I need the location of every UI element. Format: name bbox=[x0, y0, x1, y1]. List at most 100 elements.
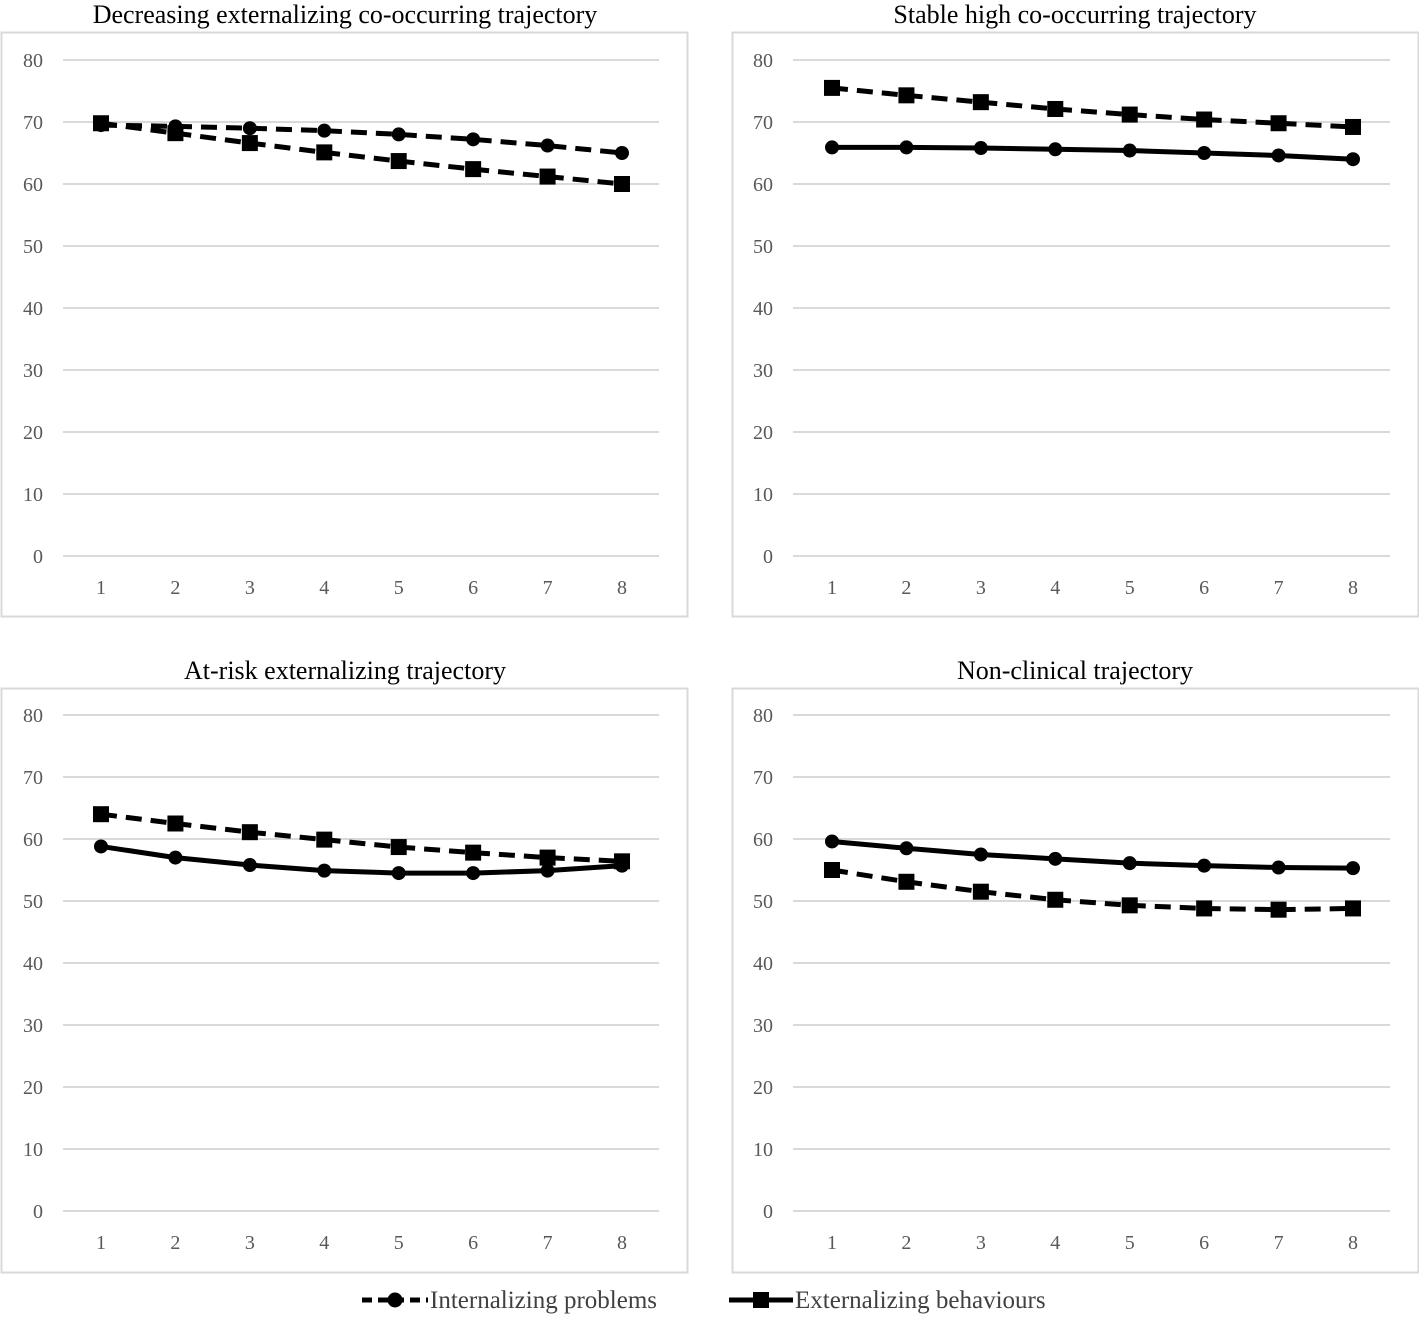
data-point-circle bbox=[540, 863, 555, 878]
y-tick-label: 50 bbox=[23, 236, 43, 258]
series-line bbox=[831, 85, 1354, 130]
chart-frame bbox=[731, 31, 1419, 618]
data-point-square bbox=[93, 115, 109, 132]
x-tick-label: 8 bbox=[1348, 577, 1358, 599]
y-tick-label: 0 bbox=[763, 1201, 773, 1223]
legend-internalizing: Internalizing problems bbox=[362, 1287, 657, 1314]
series-line bbox=[100, 122, 623, 156]
chart-title: Stable high co-occurring trajectory bbox=[893, 0, 1256, 29]
data-point-square bbox=[972, 94, 989, 111]
x-tick-label: 4 bbox=[1050, 577, 1060, 599]
x-tick-label: 2 bbox=[170, 577, 180, 599]
y-tick-label: 60 bbox=[753, 174, 773, 196]
y-tick-label: 30 bbox=[23, 360, 43, 382]
x-tick-label: 7 bbox=[1274, 577, 1284, 599]
y-tick-label: 60 bbox=[23, 174, 43, 196]
series-externalizing bbox=[93, 115, 630, 192]
y-tick-label: 50 bbox=[753, 891, 773, 913]
data-point-square bbox=[539, 168, 556, 185]
data-point-square bbox=[824, 79, 840, 96]
chart-panel-3: At-risk externalizing trajectory 0 10 20 30 4… bbox=[0, 656, 689, 1274]
legend-internalizing-label: Internalizing problems bbox=[430, 1287, 657, 1314]
y-tick-label: 40 bbox=[23, 953, 43, 975]
y-tick-label: 80 bbox=[23, 50, 43, 72]
x-tick-label: 6 bbox=[1199, 577, 1209, 599]
data-point-square bbox=[539, 849, 556, 866]
series-line bbox=[831, 867, 1354, 913]
x-tick-label: 2 bbox=[901, 577, 911, 599]
data-point-square bbox=[465, 844, 482, 861]
data-point-circle bbox=[1346, 152, 1360, 167]
y-tick-label: 20 bbox=[753, 422, 773, 444]
series-externalizing bbox=[824, 862, 1361, 918]
data-point-square bbox=[316, 144, 333, 161]
chart-title: At-risk externalizing trajectory bbox=[184, 656, 506, 685]
series-line bbox=[100, 843, 623, 876]
series-line bbox=[100, 811, 623, 864]
y-tick-label: 80 bbox=[23, 705, 43, 727]
y-tick-label: 10 bbox=[753, 484, 773, 506]
x-tick-label: 5 bbox=[394, 577, 404, 599]
legend: Internalizing problems Externalizing beh… bbox=[362, 1287, 1046, 1314]
data-point-square bbox=[1047, 891, 1064, 908]
data-point-square bbox=[465, 161, 482, 178]
chart-panel-1: Decreasing externalizing co-occurring tr… bbox=[0, 0, 689, 618]
data-point-circle bbox=[1122, 856, 1137, 871]
data-point-circle bbox=[1271, 148, 1286, 163]
data-point-square bbox=[614, 176, 630, 192]
data-point-square bbox=[1196, 900, 1213, 917]
y-tick-label: 0 bbox=[763, 546, 773, 568]
data-point-circle bbox=[242, 121, 257, 136]
data-point-square bbox=[390, 839, 407, 856]
y-tick-label: 40 bbox=[753, 953, 773, 975]
y-tick-label: 50 bbox=[23, 891, 43, 913]
data-point-circle bbox=[466, 132, 481, 147]
x-tick-label: 7 bbox=[1274, 1232, 1284, 1254]
x-tick-label: 5 bbox=[1125, 577, 1135, 599]
data-point-square bbox=[241, 824, 258, 841]
x-tick-label: 3 bbox=[245, 577, 255, 599]
series-internalizing bbox=[825, 140, 1360, 167]
x-tick-label: 6 bbox=[1199, 1232, 1209, 1254]
data-point-circle bbox=[391, 866, 406, 881]
data-point-square bbox=[614, 853, 630, 870]
data-point-circle bbox=[94, 839, 108, 854]
y-tick-label: 10 bbox=[23, 484, 43, 506]
y-tick-label: 80 bbox=[753, 705, 773, 727]
data-point-square bbox=[1047, 100, 1064, 117]
x-tick-label: 6 bbox=[468, 577, 478, 599]
y-tick-label: 0 bbox=[33, 1201, 43, 1223]
data-point-square bbox=[1345, 900, 1361, 917]
x-tick-label: 4 bbox=[319, 1232, 329, 1254]
x-tick-label: 4 bbox=[1050, 1232, 1060, 1254]
chart-title: Non-clinical trajectory bbox=[957, 656, 1193, 685]
y-tick-label: 60 bbox=[23, 829, 43, 851]
series-line bbox=[831, 838, 1354, 871]
chart-frame bbox=[0, 31, 689, 618]
x-tick-label: 3 bbox=[976, 577, 986, 599]
legend-internalizing-marker bbox=[387, 1292, 403, 1308]
data-point-circle bbox=[899, 140, 914, 155]
x-tick-label: 1 bbox=[96, 577, 106, 599]
x-tick-label: 2 bbox=[170, 1232, 180, 1254]
x-tick-label: 1 bbox=[96, 1232, 106, 1254]
data-point-square bbox=[1270, 901, 1287, 918]
legend-externalizing: Externalizing behaviours bbox=[729, 1287, 1046, 1314]
series-internalizing bbox=[825, 834, 1360, 876]
data-point-circle bbox=[973, 141, 988, 156]
data-point-circle bbox=[1048, 851, 1063, 866]
x-tick-label: 8 bbox=[617, 1232, 627, 1254]
data-point-circle bbox=[615, 146, 629, 160]
y-tick-label: 30 bbox=[753, 1015, 773, 1037]
data-point-square bbox=[167, 125, 184, 142]
data-point-square bbox=[898, 873, 915, 890]
legend-externalizing-marker bbox=[753, 1292, 769, 1308]
legend-externalizing-label: Externalizing behaviours bbox=[795, 1287, 1046, 1314]
x-tick-label: 8 bbox=[1348, 1232, 1358, 1254]
x-tick-label: 3 bbox=[245, 1232, 255, 1254]
data-point-circle bbox=[466, 866, 481, 881]
data-point-square bbox=[1345, 118, 1361, 135]
y-tick-label: 70 bbox=[753, 767, 773, 789]
y-tick-label: 30 bbox=[23, 1015, 43, 1037]
series-externalizing bbox=[824, 79, 1361, 135]
